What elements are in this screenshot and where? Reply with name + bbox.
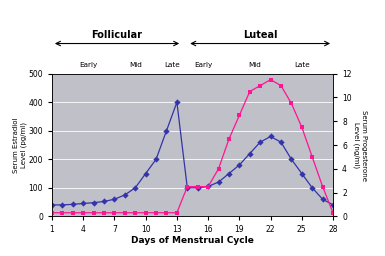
Text: Medscape®: Medscape® (12, 10, 71, 19)
Text: Source: Headache © 2006 Blackwell Publishing: Source: Headache © 2006 Blackwell Publis… (96, 242, 289, 248)
X-axis label: Days of Menstrual Cycle: Days of Menstrual Cycle (131, 236, 254, 245)
Text: Luteal: Luteal (243, 30, 278, 40)
Text: Early: Early (79, 62, 97, 68)
Text: Mid: Mid (129, 62, 142, 68)
Text: www.medscape.com: www.medscape.com (146, 10, 239, 19)
Y-axis label: Serum Estradiol
Level (pg/ml): Serum Estradiol Level (pg/ml) (13, 117, 27, 173)
Text: Mid: Mid (249, 62, 261, 68)
Text: Follicular: Follicular (92, 30, 142, 40)
Y-axis label: Serum Progesterone
Level (ng/ml): Serum Progesterone Level (ng/ml) (353, 110, 367, 180)
Text: Early: Early (194, 62, 212, 68)
Text: Late: Late (164, 62, 179, 68)
Text: Late: Late (294, 62, 310, 68)
